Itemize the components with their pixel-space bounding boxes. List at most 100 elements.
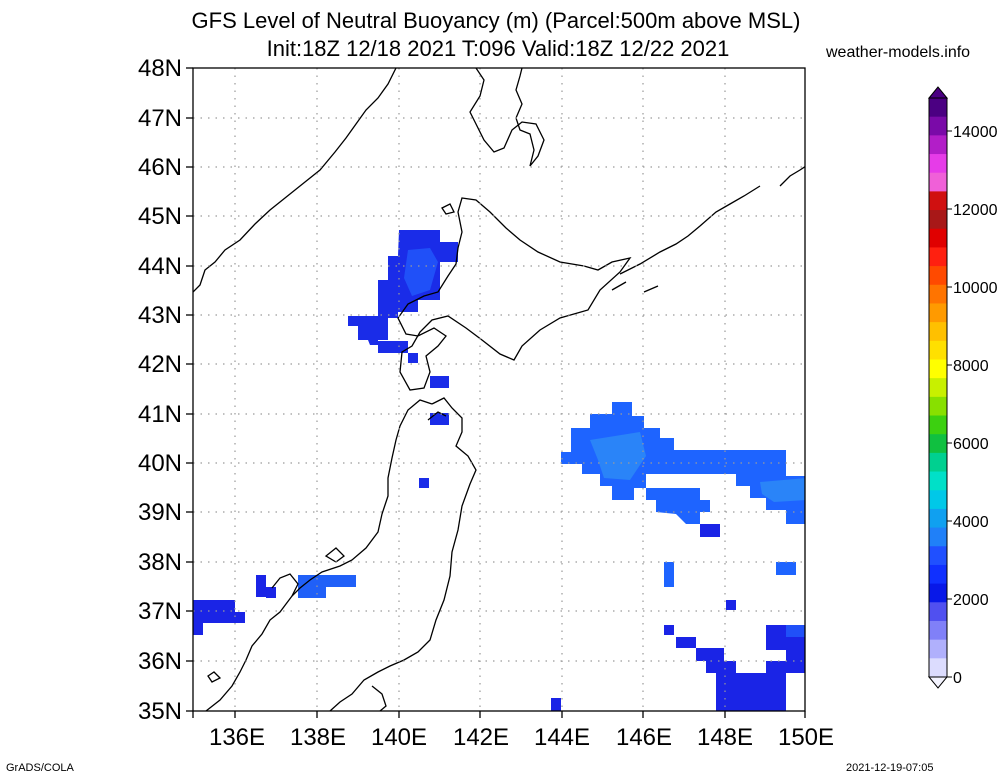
y-label: 42N xyxy=(138,351,182,378)
colorbar-label: 4000 xyxy=(953,514,989,531)
coast-honshu xyxy=(205,397,477,711)
colorbar-segment xyxy=(929,490,947,510)
coast-tsugaru xyxy=(427,411,447,421)
y-label: 45N xyxy=(138,203,182,230)
shade-cell xyxy=(786,625,805,637)
shade-cell xyxy=(378,341,408,353)
x-ticks xyxy=(192,711,806,718)
colorbar-label: 12000 xyxy=(953,202,998,219)
coast-islet xyxy=(441,203,455,215)
chart-subtitle: Init:18Z 12/18 2021 T:096 Valid:18Z 12/2… xyxy=(266,36,730,61)
shade-cell xyxy=(256,575,266,597)
shade-cell xyxy=(676,637,696,648)
x-label: 138E xyxy=(290,724,346,751)
colorbar-segments xyxy=(929,98,947,678)
colorbar-segment xyxy=(929,154,947,174)
y-label: 44N xyxy=(138,253,182,280)
colorbar-segment xyxy=(929,658,947,678)
shade-cell xyxy=(298,587,326,598)
y-axis-labels: 48N 47N 46N 45N 44N 43N 42N 41N 40N 39N … xyxy=(138,55,182,725)
colorbar-segment xyxy=(929,359,947,379)
shade-cell xyxy=(696,648,724,661)
colorbar: 14000 12000 10000 8000 6000 4000 2000 0 xyxy=(927,86,998,689)
coast-mainland xyxy=(193,68,397,293)
shade-pacific-east-light xyxy=(760,478,805,502)
colorbar-segment xyxy=(929,172,947,192)
colorbar-segment xyxy=(929,378,947,398)
shade-cell xyxy=(298,575,356,587)
colorbar-segment xyxy=(929,396,947,417)
y-label: 43N xyxy=(138,302,182,329)
colorbar-label: 14000 xyxy=(953,124,998,141)
colorbar-label: 8000 xyxy=(953,358,989,375)
colorbar-segment xyxy=(929,98,947,118)
chart-title: GFS Level of Neutral Buoyancy (m) (Parce… xyxy=(191,8,801,33)
coast-boso xyxy=(371,685,387,711)
colorbar-label: 6000 xyxy=(953,436,989,453)
shade-cell xyxy=(193,612,245,623)
colorbar-segment xyxy=(929,247,947,267)
x-label: 148E xyxy=(697,724,753,751)
map-frame xyxy=(192,67,806,712)
colorbar-segment xyxy=(929,546,947,566)
colorbar-segment xyxy=(929,266,947,286)
colorbar-segment xyxy=(929,116,947,136)
credit-label: weather-models.info xyxy=(826,44,971,61)
shade-cell xyxy=(726,600,736,610)
y-label: 47N xyxy=(138,105,182,132)
shade-cell xyxy=(430,376,449,388)
coast-oki xyxy=(207,671,222,683)
shade-cell xyxy=(193,623,203,635)
colorbar-labels: 14000 12000 10000 8000 6000 4000 2000 0 xyxy=(953,124,998,687)
colorbar-segment xyxy=(929,452,947,473)
colorbar-segment xyxy=(929,583,947,603)
x-label: 140E xyxy=(371,724,427,751)
shade-cell xyxy=(664,625,674,635)
shade-pacific-south xyxy=(716,625,805,711)
colorbar-segment xyxy=(929,508,947,529)
colorbar-bottom-arrow xyxy=(927,676,949,689)
y-label: 36N xyxy=(138,648,182,675)
colorbar-segment xyxy=(929,322,947,342)
shade-cell xyxy=(408,353,418,363)
y-label: 48N xyxy=(138,55,182,82)
colorbar-segment xyxy=(929,602,947,622)
shade-hokkaido-mid xyxy=(404,248,438,296)
y-label: 37N xyxy=(138,598,182,625)
y-label: 39N xyxy=(138,499,182,526)
y-ticks xyxy=(186,67,193,712)
shade-cell xyxy=(266,587,276,598)
coastlines xyxy=(193,68,805,711)
coast-hokkaido xyxy=(397,197,632,391)
shade-pacific-main xyxy=(561,402,805,524)
buoyancy-shading xyxy=(193,230,805,711)
coast-kurils xyxy=(611,165,805,293)
colorbar-segment xyxy=(929,191,947,211)
gridlines xyxy=(193,68,805,711)
colorbar-segment xyxy=(929,471,947,491)
colorbar-segment xyxy=(929,527,947,547)
colorbar-segment xyxy=(929,284,947,304)
shade-pacific-light xyxy=(590,432,646,480)
colorbar-segment xyxy=(929,415,947,435)
coast-sakhalin xyxy=(469,68,545,167)
shade-cell xyxy=(430,413,449,425)
x-label: 142E xyxy=(453,724,509,751)
colorbar-segment xyxy=(929,340,947,360)
colorbar-top-arrow xyxy=(927,86,949,99)
x-label: 144E xyxy=(534,724,590,751)
colorbar-segment xyxy=(929,639,947,659)
shade-cell xyxy=(664,562,674,587)
colorbar-segment xyxy=(929,228,947,248)
colorbar-segment xyxy=(929,303,947,323)
shade-cell xyxy=(193,600,235,612)
y-label: 40N xyxy=(138,450,182,477)
x-label: 136E xyxy=(209,724,265,751)
coast-noto xyxy=(271,573,299,597)
coast-sado xyxy=(324,547,345,563)
colorbar-segment xyxy=(929,135,947,155)
y-label: 35N xyxy=(138,698,182,725)
colorbar-label: 0 xyxy=(953,670,962,687)
shade-cell xyxy=(776,562,796,575)
x-label: 146E xyxy=(616,724,672,751)
